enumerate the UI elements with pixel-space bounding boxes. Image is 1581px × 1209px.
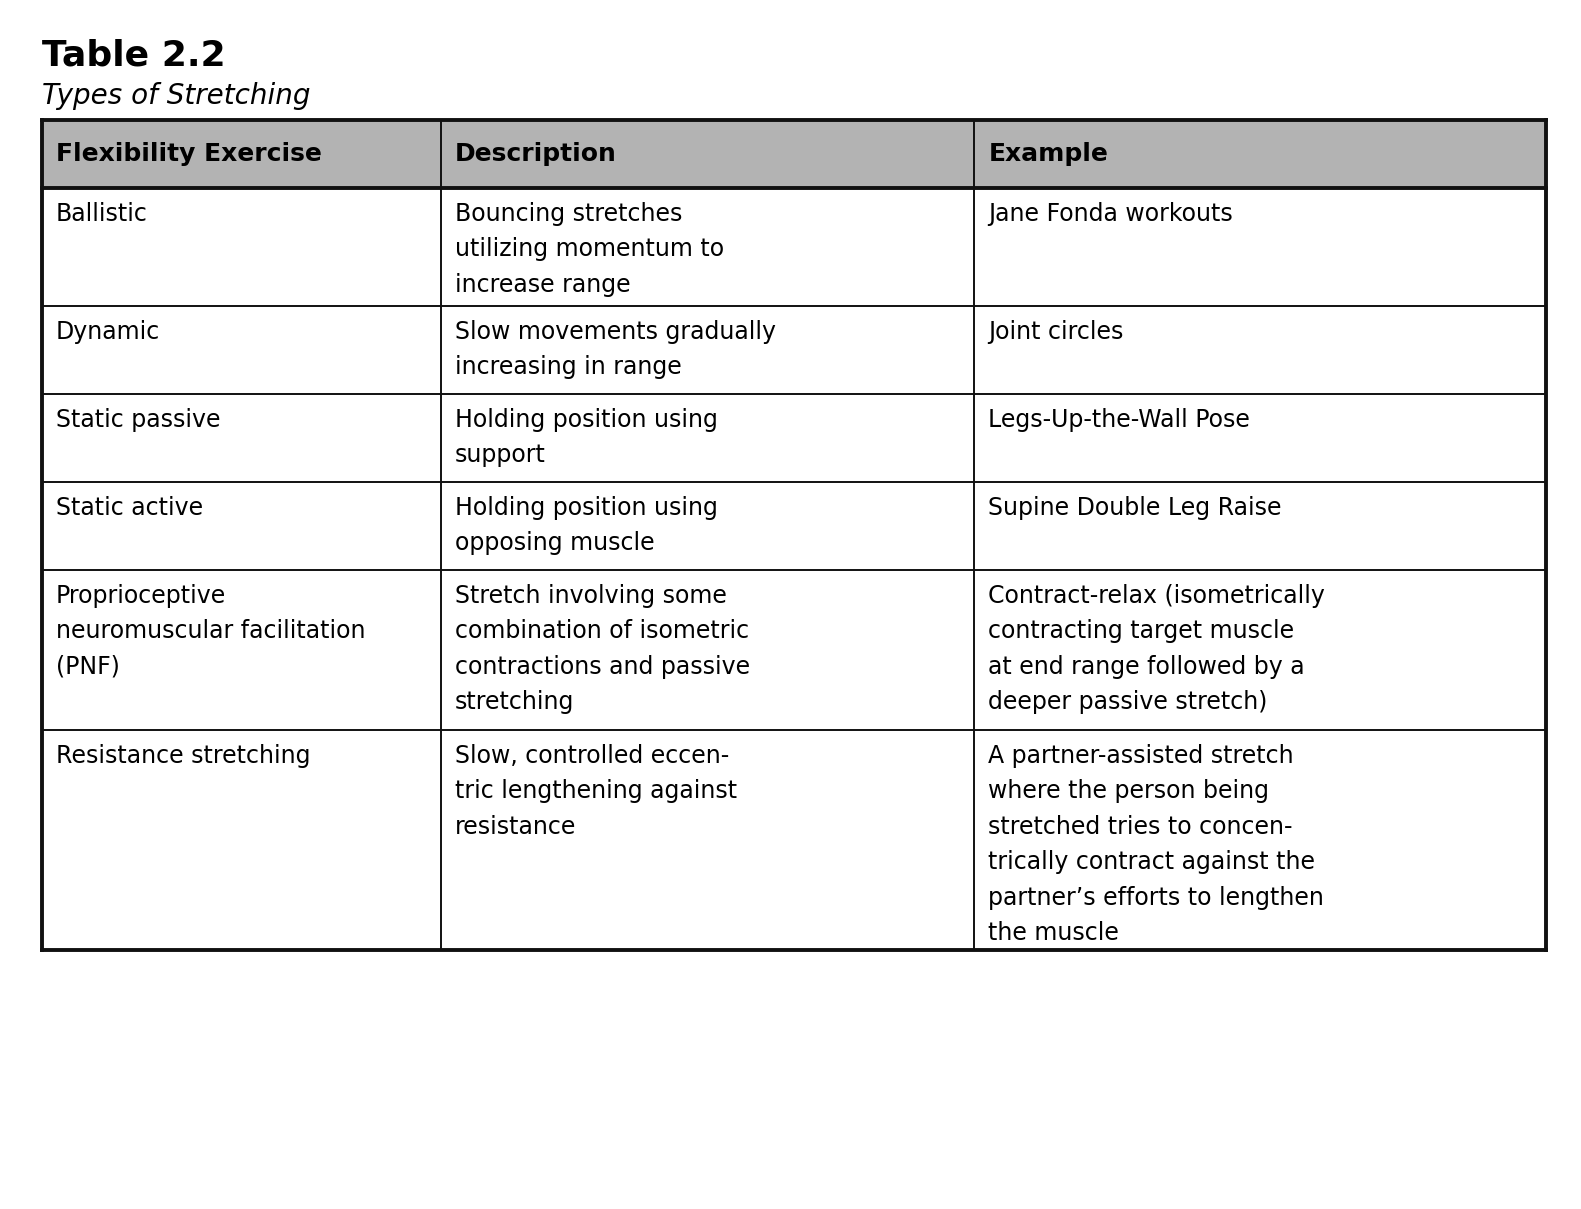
Text: Example: Example [988, 141, 1108, 166]
Text: Holding position using
support: Holding position using support [455, 407, 718, 468]
Text: Supine Double Leg Raise: Supine Double Leg Raise [988, 496, 1282, 520]
Text: Slow, controlled eccen-
tric lengthening against
resistance: Slow, controlled eccen- tric lengthening… [455, 744, 737, 839]
Text: Static passive: Static passive [55, 407, 220, 432]
Text: Ballistic: Ballistic [55, 202, 149, 226]
Text: Slow movements gradually
increasing in range: Slow movements gradually increasing in r… [455, 320, 776, 380]
Text: Types of Stretching: Types of Stretching [43, 82, 310, 110]
Text: Joint circles: Joint circles [988, 320, 1124, 345]
Text: Jane Fonda workouts: Jane Fonda workouts [988, 202, 1233, 226]
Text: Bouncing stretches
utilizing momentum to
increase range: Bouncing stretches utilizing momentum to… [455, 202, 724, 296]
Text: Table 2.2: Table 2.2 [43, 37, 226, 73]
Text: Description: Description [455, 141, 617, 166]
Text: Contract-relax (isometrically
contracting target muscle
at end range followed by: Contract-relax (isometrically contractin… [988, 584, 1325, 715]
Bar [43, 730, 1546, 950]
Text: Static active: Static active [55, 496, 202, 520]
Bar [43, 569, 1546, 730]
Text: Flexibility Exercise: Flexibility Exercise [55, 141, 323, 166]
Text: Stretch involving some
combination of isometric
contractions and passive
stretch: Stretch involving some combination of is… [455, 584, 749, 715]
Text: Resistance stretching: Resistance stretching [55, 744, 310, 768]
Bar [43, 306, 1546, 394]
Bar [43, 120, 1546, 189]
Text: Holding position using
opposing muscle: Holding position using opposing muscle [455, 496, 718, 555]
Text: Legs-Up-the-Wall Pose: Legs-Up-the-Wall Pose [988, 407, 1251, 432]
Text: A partner-assisted stretch
where the person being
stretched tries to concen-
tri: A partner-assisted stretch where the per… [988, 744, 1325, 945]
Text: Dynamic: Dynamic [55, 320, 160, 345]
Text: Proprioceptive
neuromuscular facilitation
(PNF): Proprioceptive neuromuscular facilitatio… [55, 584, 365, 678]
Bar [43, 394, 1546, 482]
Bar [43, 189, 1546, 306]
Bar [43, 482, 1546, 569]
